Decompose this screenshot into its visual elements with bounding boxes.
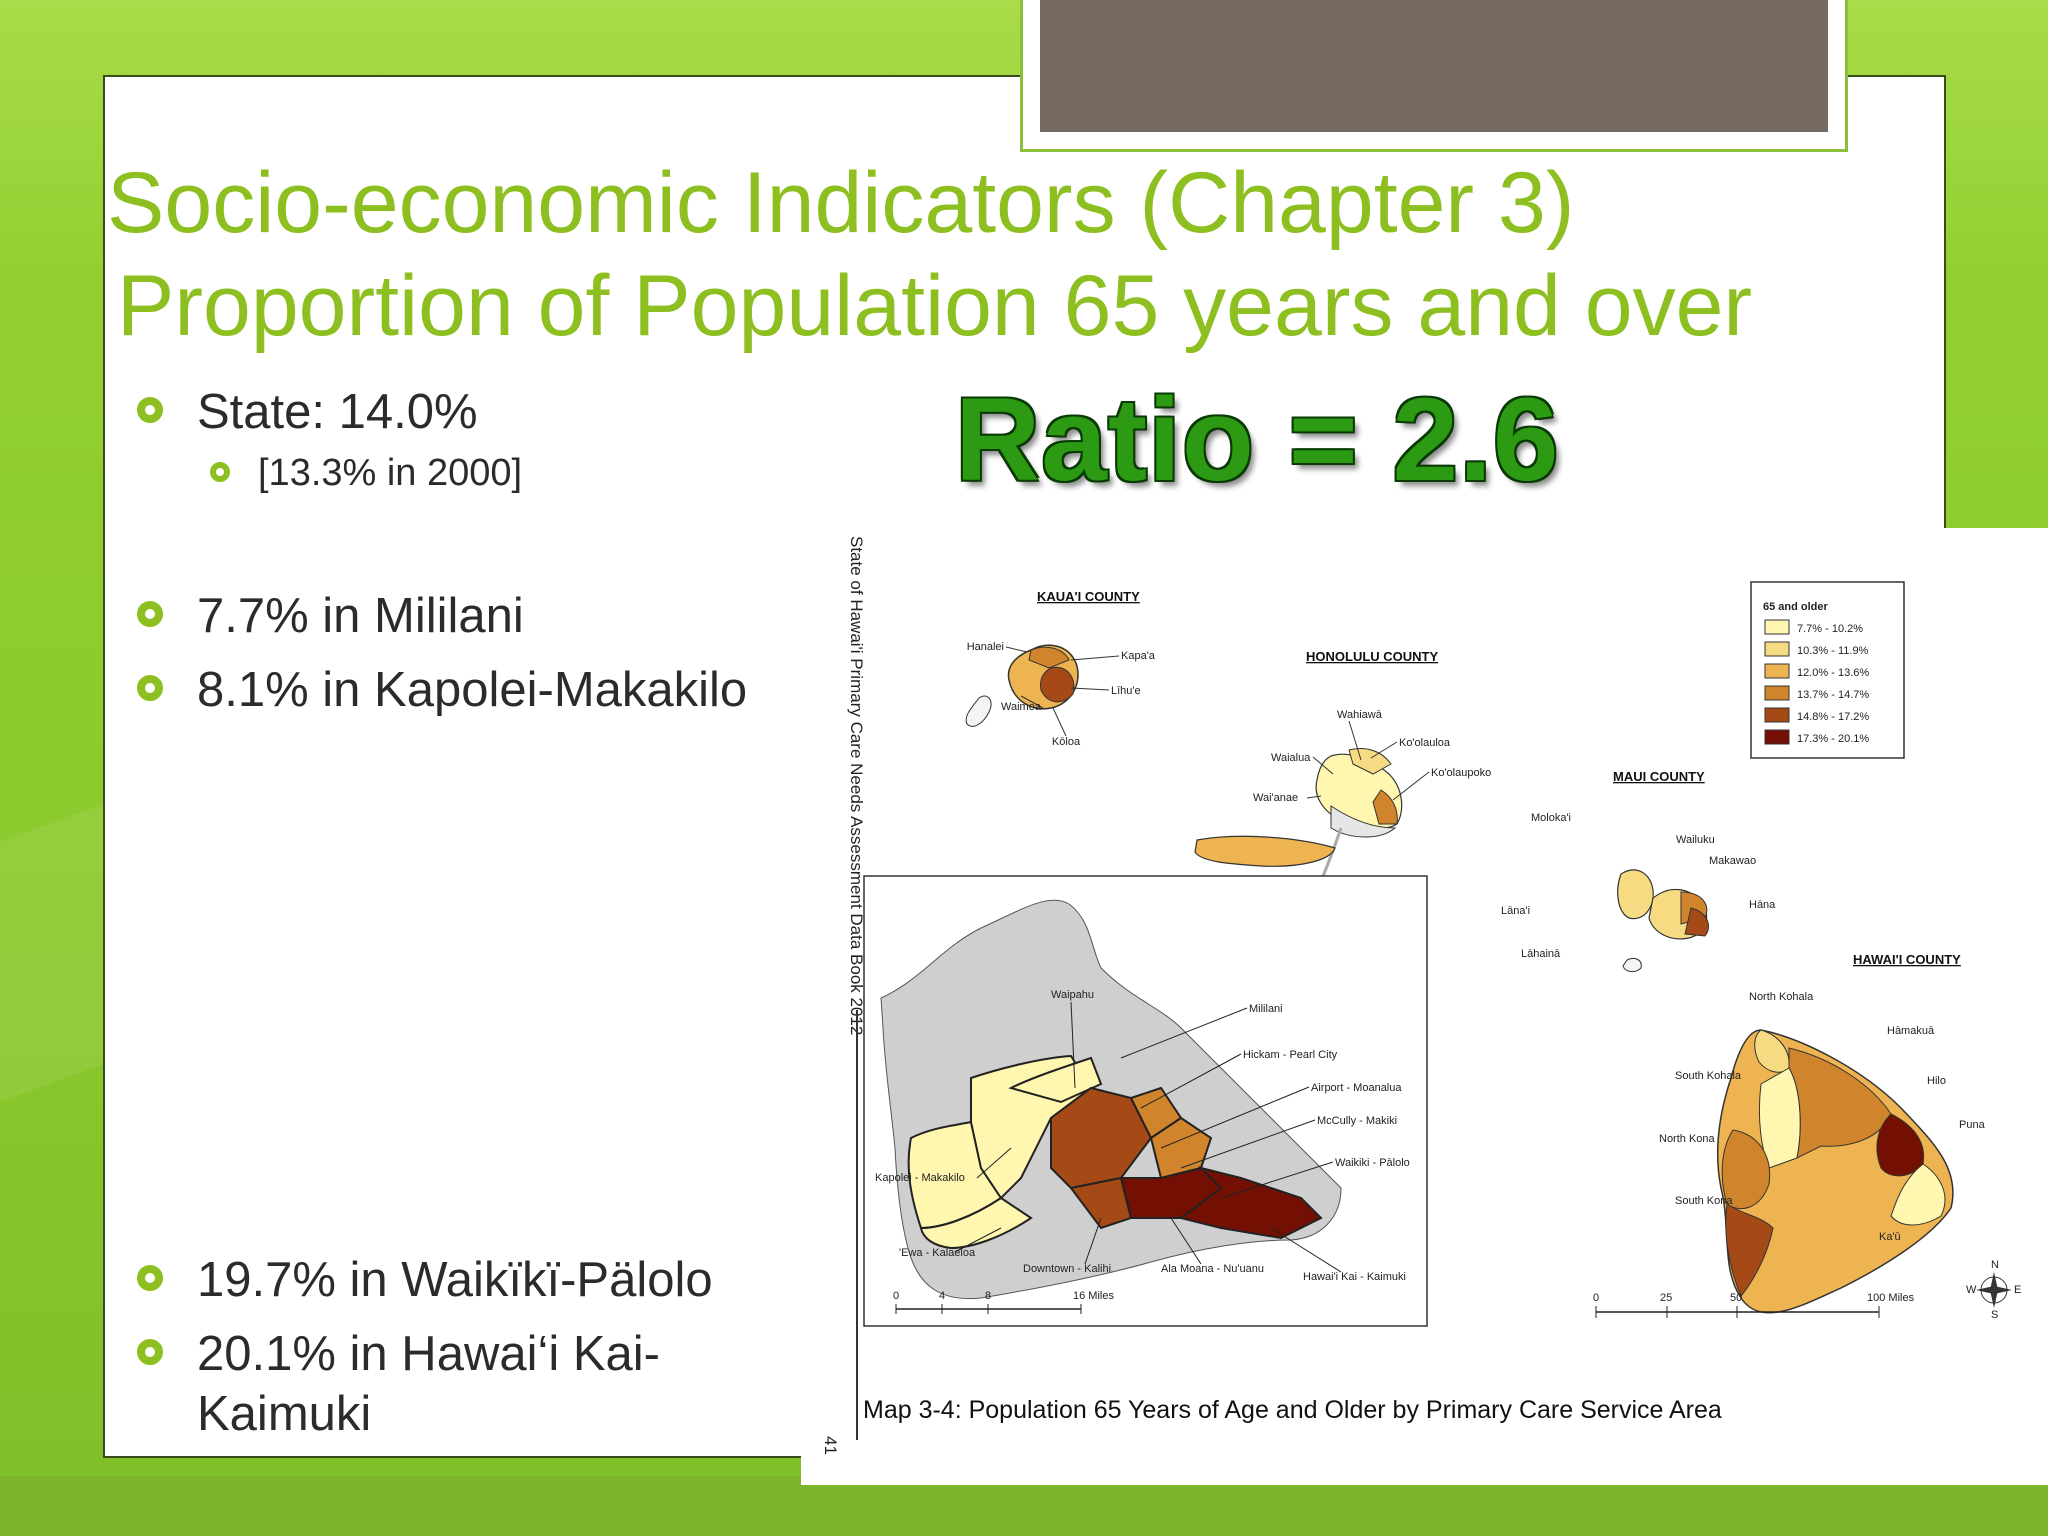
label-lihue: Līhu'e [1111, 685, 1141, 697]
inset-scale-4: 4 [939, 1290, 945, 1302]
legend-swatch-2 [1764, 641, 1790, 657]
label-puna: Puna [1959, 1119, 1986, 1131]
label-airport-moanalua: Airport - Moanalua [1311, 1082, 1402, 1094]
main-scale-50: 50 [1730, 1292, 1742, 1304]
map-side-title: State of Hawai'i Primary Care Needs Asse… [847, 536, 866, 1036]
bullet-hawaii-kai: 20.1% in Hawai‘i Kai- [137, 1326, 660, 1382]
label-makawao: Makawao [1709, 855, 1756, 867]
label-hilo: Hilo [1927, 1075, 1946, 1087]
legend-label-1: 7.7% - 10.2% [1797, 623, 1863, 635]
main-scale-100: 100 Miles [1867, 1292, 1915, 1304]
main-scale-bar: 0 25 50 100 Miles [1593, 1292, 1915, 1318]
kauai-island [965, 644, 1079, 727]
label-hickam-pearl-city: Hickam - Pearl City [1243, 1049, 1338, 1061]
label-waimea: Waimea [1001, 701, 1042, 713]
label-wailuku: Wailuku [1676, 834, 1715, 846]
bullet-marker [137, 1265, 163, 1291]
inset-scale-16: 16 Miles [1073, 1290, 1114, 1302]
label-hana: Hāna [1749, 899, 1776, 911]
legend-label-3: 12.0% - 13.6% [1797, 667, 1869, 679]
bullet-state: State: 14.0% [137, 384, 478, 440]
main-scale-25: 25 [1660, 1292, 1672, 1304]
label-koloa: Kōloa [1052, 736, 1081, 748]
label-waialua: Waialua [1271, 752, 1311, 764]
legend-items: 7.7% - 10.2% 10.3% - 11.9% 12.0% - 13.6%… [1764, 619, 1869, 745]
bullet-marker [137, 601, 163, 627]
county-label-honolulu: HONOLULU COUNTY [1306, 649, 1438, 664]
bullet-marker [137, 397, 163, 423]
label-mccully-makiki: McCully - Makiki [1317, 1115, 1397, 1127]
label-lahaina: Lāhainā [1521, 948, 1561, 960]
label-kau: Ka'ū [1879, 1231, 1901, 1243]
label-north-kohala: North Kohala [1749, 991, 1814, 1003]
oahu-island-small [1315, 748, 1403, 838]
label-south-kona: South Kona [1675, 1195, 1733, 1207]
label-lanai: Lāna'i [1501, 905, 1530, 917]
main-scale-0: 0 [1593, 1292, 1599, 1304]
legend-swatch-4 [1764, 685, 1790, 701]
compass-s: S [1991, 1309, 1998, 1321]
label-wahiawa: Wahiawā [1337, 709, 1383, 721]
legend-title: 65 and older [1763, 601, 1829, 613]
label-kapaa: Kapa'a [1121, 650, 1156, 662]
background-decoration [0, 798, 120, 1102]
bullet-kapolei: 8.1% in Kapolei-Makakilo [137, 662, 747, 718]
label-waianae: Wai'anae [1253, 792, 1298, 804]
legend-label-6: 17.3% - 20.1% [1797, 733, 1869, 745]
legend-swatch-1 [1764, 619, 1790, 635]
label-ewa-kalaeloa: 'Ewa - Kalaeloa [899, 1247, 976, 1259]
label-koolauloa: Ko'olauloa [1399, 737, 1451, 749]
hawaii-island [1716, 1029, 1954, 1314]
legend-label-4: 13.7% - 14.7% [1797, 689, 1869, 701]
inset-scale-bar: 0 4 8 16 Miles [893, 1290, 1114, 1314]
bullet-marker [137, 675, 163, 701]
slide-title-line2: Proportion of Population 65 years and ov… [117, 258, 1753, 354]
legend-label-5: 14.8% - 17.2% [1797, 711, 1869, 723]
bullet-hawaii-kai-cont: Kaimuki [197, 1387, 372, 1441]
map-caption: Map 3-4: Population 65 Years of Age and … [863, 1396, 1722, 1424]
label-south-kohala: South Kohala [1675, 1070, 1742, 1082]
label-kapolei-makakilo: Kapolei - Makakilo [875, 1172, 965, 1184]
bullet-waikiki: 19.7% in Waikïkï-Pälolo [137, 1252, 713, 1308]
ratio-callout: Ratio = 2.6 [955, 374, 1560, 506]
label-hawaii-kai-kaimuki: Hawai'i Kai - Kaimuki [1303, 1271, 1406, 1283]
legend-swatch-5 [1764, 707, 1790, 723]
county-label-hawaii: HAWAI'I COUNTY [1853, 952, 1961, 967]
label-ala-moana-nuuanu: Ala Moana - Nu'uanu [1161, 1263, 1264, 1275]
legend-swatch-6 [1764, 729, 1790, 745]
label-koolaupoko: Ko'olaupoko [1431, 767, 1491, 779]
inset-scale-8: 8 [985, 1290, 991, 1302]
map-page-number: 41 [821, 1436, 840, 1455]
legend-label-2: 10.3% - 11.9% [1797, 645, 1869, 657]
compass-n: N [1991, 1259, 1999, 1271]
kauai-leaders [1005, 646, 1120, 737]
oahu-inset-map [880, 899, 1342, 1300]
label-hanalei: Hanalei [967, 641, 1004, 653]
inset-leaders [954, 1001, 1342, 1273]
bullet-state-2000: [13.3% in 2000] [210, 452, 522, 495]
county-label-maui: MAUI COUNTY [1613, 769, 1705, 784]
slide-title-line1: Socio-economic Indicators (Chapter 3) [107, 155, 1575, 251]
compass-e: E [2014, 1284, 2021, 1296]
title-tab-block [1040, 0, 1828, 132]
label-waikiki-palolo: Waikiki - Pālolo [1335, 1157, 1410, 1169]
background-band [0, 1476, 2048, 1536]
bullet-marker [210, 462, 230, 482]
hawaii-map: KAUA'I COUNTY Hanalei Kapa'a Līhu'e Waim… [863, 581, 2021, 1327]
inset-scale-0: 0 [893, 1290, 899, 1302]
label-waipahu: Waipahu [1051, 989, 1094, 1001]
bullet-marker [137, 1339, 163, 1365]
label-hamakua: Hāmakuā [1887, 1025, 1935, 1037]
compass-rose-icon: N S E W [1966, 1259, 2021, 1321]
county-label-kauai: KAUA'I COUNTY [1037, 589, 1140, 604]
legend-swatch-3 [1764, 663, 1790, 679]
compass-w: W [1966, 1284, 1977, 1296]
bullet-mililani: 7.7% in Mililani [137, 588, 524, 644]
label-north-kona: North Kona [1659, 1133, 1716, 1145]
label-downtown-kalihi: Downtown - Kalihi [1023, 1263, 1111, 1275]
label-mililani: Mililani [1249, 1003, 1283, 1015]
map-side-rule [856, 1010, 858, 1440]
label-molokai: Moloka'i [1531, 812, 1571, 824]
